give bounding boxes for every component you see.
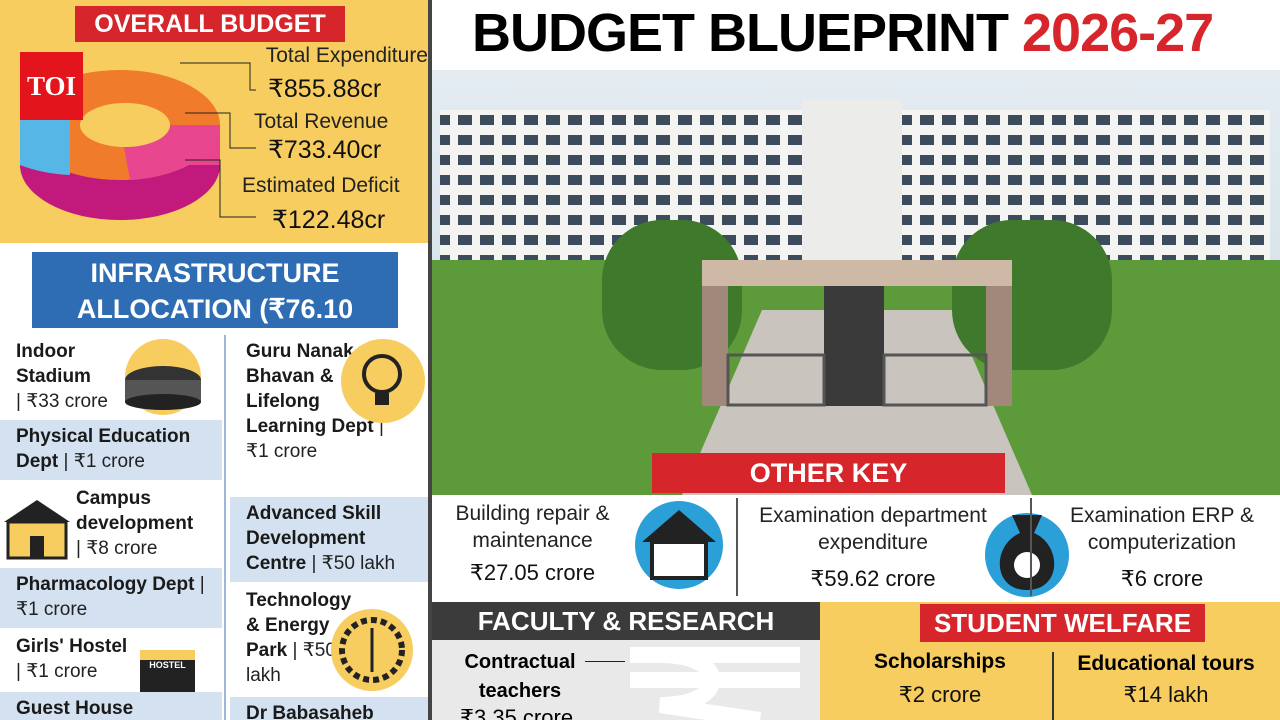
donut-hole: [80, 103, 170, 147]
leader-line: [585, 661, 625, 662]
item-name: Guest House: [16, 698, 134, 719]
welfare-label: Scholarships: [874, 650, 1006, 673]
item-amount: | ₹1 crore: [16, 661, 98, 682]
allocation-label: Building repair & maintenance: [455, 502, 610, 552]
budget-label: Estimated Deficit: [242, 174, 400, 197]
headline-year: 2026-27: [1022, 3, 1214, 63]
item-name: Campus development: [76, 488, 194, 534]
leader-lines: [180, 62, 256, 218]
item-name: Physical Education Dept: [16, 426, 191, 472]
item-amount: | ₹1 crore: [246, 416, 384, 462]
welfare-label: Educational tours: [1077, 652, 1255, 675]
allocation-label: Examination ERP & computerization: [1069, 504, 1255, 554]
headline-title: BUDGET BLUEPRINT: [472, 3, 1009, 63]
item-name: Technology & Energy Park: [246, 590, 352, 661]
allocation-cell: Advanced Skill Development Centre | ₹50 …: [230, 497, 428, 582]
stadium-icon: [125, 339, 201, 415]
leader-line: [185, 159, 256, 218]
item-amount: | ₹50 lakh: [311, 553, 396, 574]
allocation-cell: Guest House: [0, 692, 222, 720]
item-amount: | ₹33 crore: [16, 391, 109, 412]
section-title: FACULTY & RESEARCH: [432, 602, 820, 640]
budget-label: Total Expenditure: [265, 44, 428, 67]
faculty-value: ₹3.35 crore: [460, 705, 574, 720]
allocations-row: [432, 495, 1280, 600]
allocation-value: ₹27.05 crore: [469, 560, 596, 585]
allocation-cell: Technology & Energy Park | ₹50 lakh: [230, 584, 428, 695]
item-amount: | ₹1 crore: [16, 574, 205, 620]
rupee-watermark: [630, 647, 800, 720]
idea-icon: [341, 339, 425, 423]
divider: [1052, 652, 1054, 720]
allocation-cell: Pharmacology Dept | ₹1 crore: [0, 568, 222, 628]
logo: TOI: [20, 52, 83, 120]
leader-line: [185, 112, 256, 149]
item-name: Girls' Hostel: [16, 636, 128, 657]
budget-label: Total Revenue: [254, 110, 389, 133]
allocation-cell: Campus development | ₹8 crore: [0, 482, 222, 566]
headline: BUDGET BLUEPRINT 2026-27: [472, 2, 1214, 64]
item-name: Advanced Skill Development Centre: [246, 503, 382, 574]
item-amount: | ₹50 lakh: [246, 640, 336, 686]
divider: [1030, 498, 1032, 596]
item-amount: | ₹8 crore: [76, 538, 158, 559]
allocation-cell: Guru Nanak Bhavan & Lifelong Learning De…: [230, 335, 428, 495]
section-title: OVERALL BUDGET: [75, 6, 345, 42]
divider: [736, 498, 738, 596]
school-icon: [4, 500, 70, 560]
budget-value: ₹855.88cr: [268, 75, 382, 103]
section-title: STUDENT WELFARE: [920, 604, 1205, 642]
leader-line: [180, 62, 256, 91]
section-title: INFRASTRUCTURE ALLOCATION (₹76.10 CR): [32, 252, 398, 360]
repair-icon: [635, 501, 723, 589]
item-name: Pharmacology Dept: [16, 574, 195, 595]
allocation-cell: Girls' Hostel | ₹1 crore: [0, 630, 222, 690]
item-amount: | ₹1 crore: [63, 451, 145, 472]
item-name: Dr Babasaheb: [246, 703, 374, 720]
section-title: OTHER KEY ALLOCATIONS: [652, 453, 1005, 528]
divider: [224, 335, 226, 720]
welfare-value: ₹2 crore: [898, 682, 982, 707]
faculty-label: Contractual teachers: [464, 651, 576, 702]
allocation-value: ₹59.62 crore: [810, 566, 936, 591]
item-name: Indoor Stadium: [16, 341, 91, 387]
allocation-cell: Indoor Stadium | ₹33 crore: [0, 335, 222, 418]
divider: [428, 0, 432, 720]
energy-icon: [331, 609, 413, 691]
welfare-value: ₹14 lakh: [1123, 682, 1209, 707]
money-bag-icon: [985, 513, 1069, 597]
campus-photo: [432, 70, 1280, 495]
budget-value: ₹122.48cr: [272, 206, 386, 234]
allocation-cell: Dr Babasaheb: [230, 697, 428, 720]
item-name: Guru Nanak Bhavan & Lifelong Learning De…: [246, 341, 374, 437]
allocation-value: ₹6 crore: [1120, 566, 1204, 591]
allocation-cell: Physical Education Dept | ₹1 crore: [0, 420, 222, 480]
allocation-label: Examination department expenditure: [759, 504, 987, 554]
budget-value: ₹733.40cr: [268, 136, 382, 164]
